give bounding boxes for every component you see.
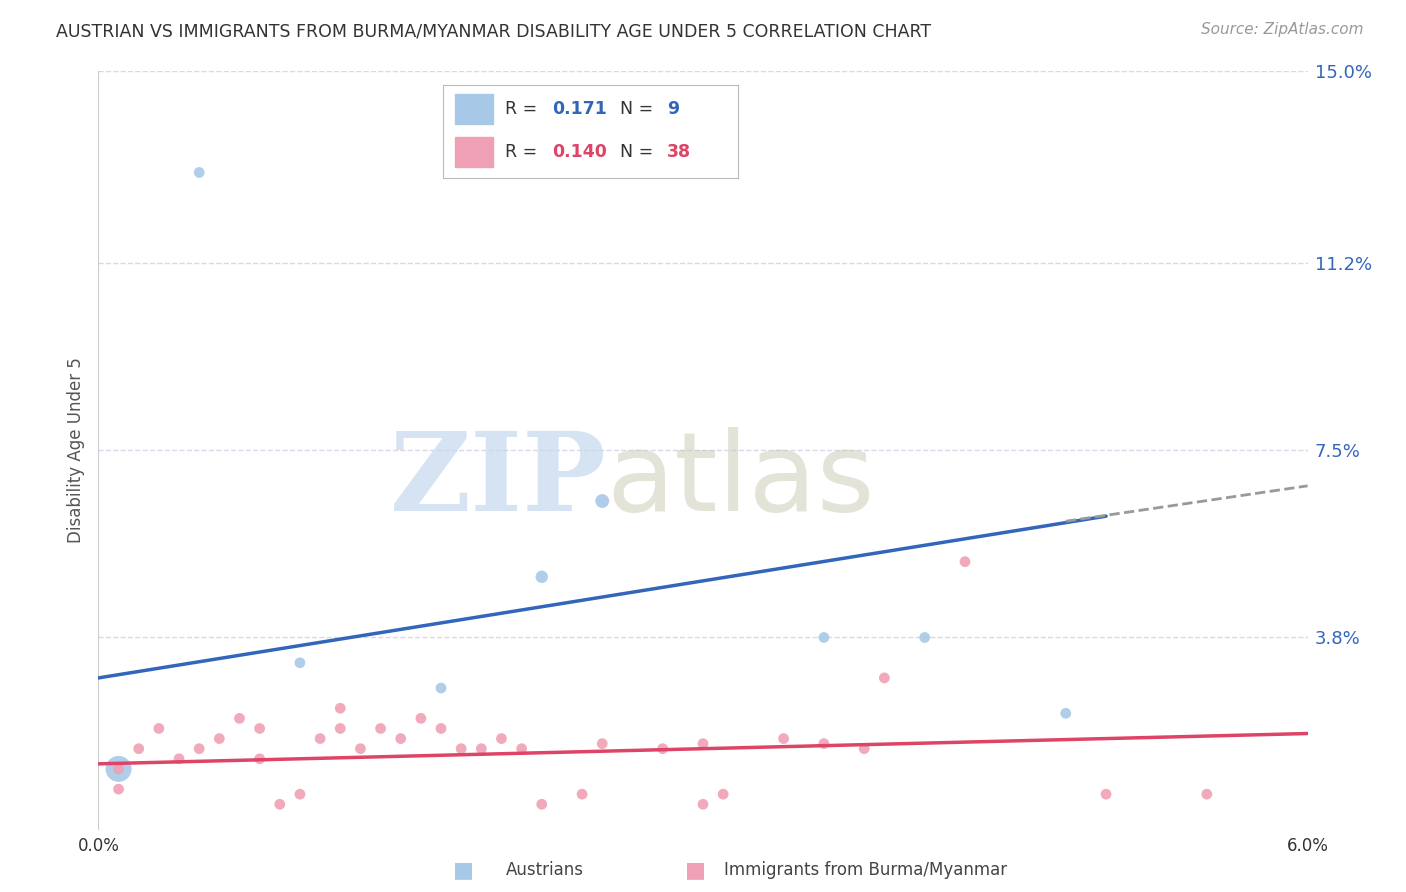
Point <box>148 722 170 736</box>
Text: N =: N = <box>620 100 659 118</box>
Point <box>349 741 371 756</box>
Point <box>107 782 129 797</box>
Point <box>228 711 250 725</box>
Point <box>873 671 896 685</box>
Point <box>329 722 352 736</box>
Text: Austrians: Austrians <box>506 861 583 879</box>
Point <box>813 631 835 645</box>
Y-axis label: Disability Age Under 5: Disability Age Under 5 <box>66 358 84 543</box>
Point <box>591 494 613 508</box>
Text: N =: N = <box>620 144 659 161</box>
Point <box>430 681 453 695</box>
Point <box>389 731 412 746</box>
Text: Source: ZipAtlas.com: Source: ZipAtlas.com <box>1201 22 1364 37</box>
Point <box>107 762 129 776</box>
Bar <box>454 95 494 124</box>
Point <box>208 731 231 746</box>
Point <box>409 711 432 725</box>
Point <box>269 797 291 812</box>
Point <box>953 555 976 569</box>
Point <box>288 787 311 801</box>
Point <box>692 797 714 812</box>
Point <box>651 741 673 756</box>
Point <box>470 741 492 756</box>
Point <box>711 787 734 801</box>
Bar <box>454 137 494 167</box>
Point <box>591 737 613 751</box>
Text: AUSTRIAN VS IMMIGRANTS FROM BURMA/MYANMAR DISABILITY AGE UNDER 5 CORRELATION CHA: AUSTRIAN VS IMMIGRANTS FROM BURMA/MYANMA… <box>56 22 931 40</box>
Point <box>530 570 553 584</box>
Point <box>772 731 794 746</box>
Point <box>370 722 392 736</box>
Point <box>288 656 311 670</box>
Text: 0.140: 0.140 <box>553 144 607 161</box>
Point <box>510 741 533 756</box>
Text: ZIP: ZIP <box>389 427 606 534</box>
Point <box>309 731 332 746</box>
Point <box>692 737 714 751</box>
Point <box>1095 787 1118 801</box>
Point <box>571 787 593 801</box>
Point <box>188 165 211 179</box>
Point <box>1054 706 1077 721</box>
Text: 38: 38 <box>668 144 692 161</box>
Point <box>450 741 472 756</box>
Point <box>107 762 129 776</box>
Text: ■: ■ <box>454 860 474 880</box>
Text: R =: R = <box>505 100 543 118</box>
Point <box>167 752 190 766</box>
Point <box>128 741 150 756</box>
Text: 0.171: 0.171 <box>553 100 607 118</box>
Point <box>491 731 513 746</box>
Point <box>813 737 835 751</box>
Text: atlas: atlas <box>606 427 875 534</box>
Point <box>853 741 876 756</box>
Point <box>249 722 271 736</box>
Point <box>1195 787 1218 801</box>
Text: R =: R = <box>505 144 543 161</box>
Point <box>249 752 271 766</box>
Point <box>914 631 936 645</box>
Text: Immigrants from Burma/Myanmar: Immigrants from Burma/Myanmar <box>724 861 1007 879</box>
Text: ■: ■ <box>686 860 706 880</box>
Point <box>188 741 211 756</box>
Text: 9: 9 <box>668 100 679 118</box>
Point <box>530 797 553 812</box>
Point <box>430 722 453 736</box>
Point <box>329 701 352 715</box>
